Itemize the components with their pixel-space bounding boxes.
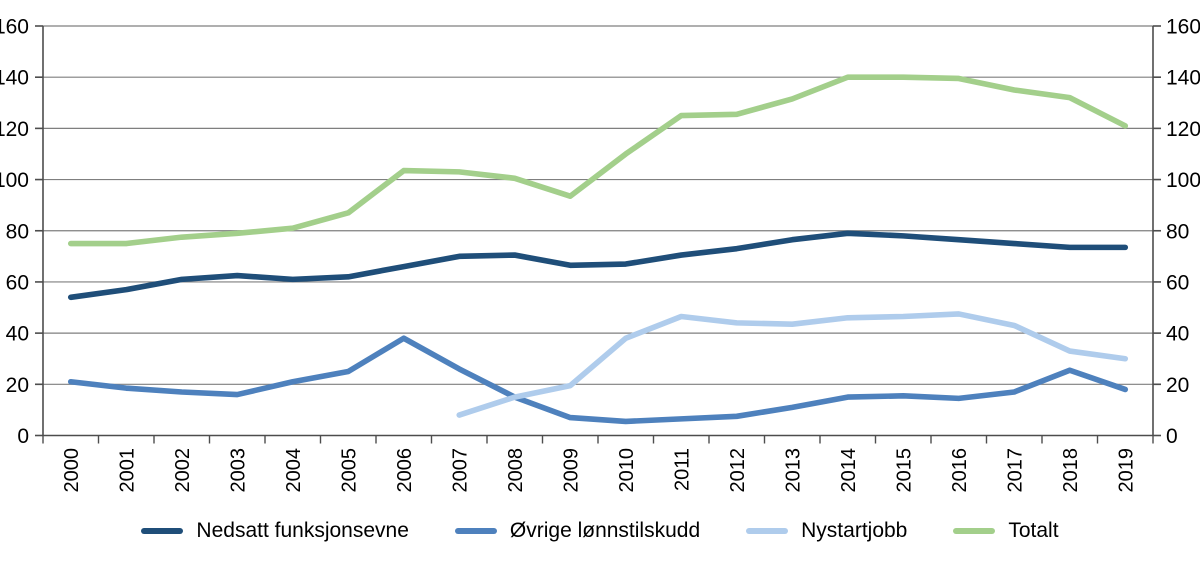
svg-text:2009: 2009 [560, 448, 582, 493]
chart-legend: Nedsatt funksjonsevne Øvrige lønnstilsku… [0, 519, 1200, 543]
svg-text:100: 100 [1166, 169, 1200, 192]
svg-text:2006: 2006 [394, 448, 416, 493]
legend-swatch-medium-blue-line-icon [454, 528, 497, 534]
svg-text:2003: 2003 [227, 448, 249, 493]
svg-text:2016: 2016 [949, 448, 971, 493]
svg-text:2002: 2002 [172, 448, 194, 493]
svg-text:2008: 2008 [505, 448, 527, 493]
svg-text:60: 60 [6, 271, 29, 294]
svg-text:2010: 2010 [616, 448, 638, 493]
svg-text:60: 60 [1166, 271, 1189, 294]
svg-text:120: 120 [1166, 118, 1200, 141]
legend-swatch-dark-blue-line-icon [141, 528, 184, 534]
svg-text:140: 140 [0, 67, 29, 90]
legend-label: Totalt [1008, 519, 1059, 542]
legend-swatch-green-line-icon [953, 528, 996, 534]
svg-text:2018: 2018 [1060, 448, 1082, 493]
svg-text:20: 20 [6, 374, 29, 397]
svg-text:40: 40 [6, 323, 29, 346]
svg-text:140: 140 [1166, 67, 1200, 90]
svg-text:20: 20 [1166, 374, 1189, 397]
svg-text:0: 0 [17, 425, 29, 448]
svg-text:40: 40 [1166, 323, 1189, 346]
legend-label: Nedsatt funksjonsevne [196, 519, 409, 542]
svg-text:100: 100 [0, 169, 29, 192]
svg-text:2005: 2005 [338, 448, 360, 493]
svg-text:120: 120 [0, 118, 29, 141]
svg-text:2001: 2001 [116, 448, 138, 493]
legend-item-nystartjobb: Nystartjobb [746, 519, 907, 543]
legend-item-ovrige-lonnstilskudd: Øvrige lønnstilskudd [454, 519, 701, 543]
legend-label: Øvrige lønnstilskudd [509, 519, 701, 542]
svg-text:2019: 2019 [1115, 448, 1137, 493]
svg-text:160: 160 [1166, 16, 1200, 39]
svg-text:2000: 2000 [61, 448, 83, 493]
svg-text:2017: 2017 [1004, 448, 1026, 493]
legend-item-totalt: Totalt [953, 519, 1059, 543]
svg-text:2011: 2011 [671, 448, 693, 491]
svg-text:80: 80 [1166, 220, 1189, 243]
legend-label: Nystartjobb [801, 519, 908, 542]
svg-text:2012: 2012 [727, 448, 749, 493]
svg-text:2013: 2013 [782, 448, 804, 493]
svg-text:2004: 2004 [283, 448, 305, 493]
svg-text:0: 0 [1166, 425, 1178, 448]
svg-text:2007: 2007 [449, 448, 471, 493]
legend-item-nedsatt-funksjonsevne: Nedsatt funksjonsevne [141, 519, 409, 543]
svg-text:2015: 2015 [893, 448, 915, 493]
svg-text:160: 160 [0, 16, 29, 39]
svg-text:2014: 2014 [838, 448, 860, 493]
legend-swatch-light-blue-line-icon [746, 528, 789, 534]
svg-text:80: 80 [6, 220, 29, 243]
